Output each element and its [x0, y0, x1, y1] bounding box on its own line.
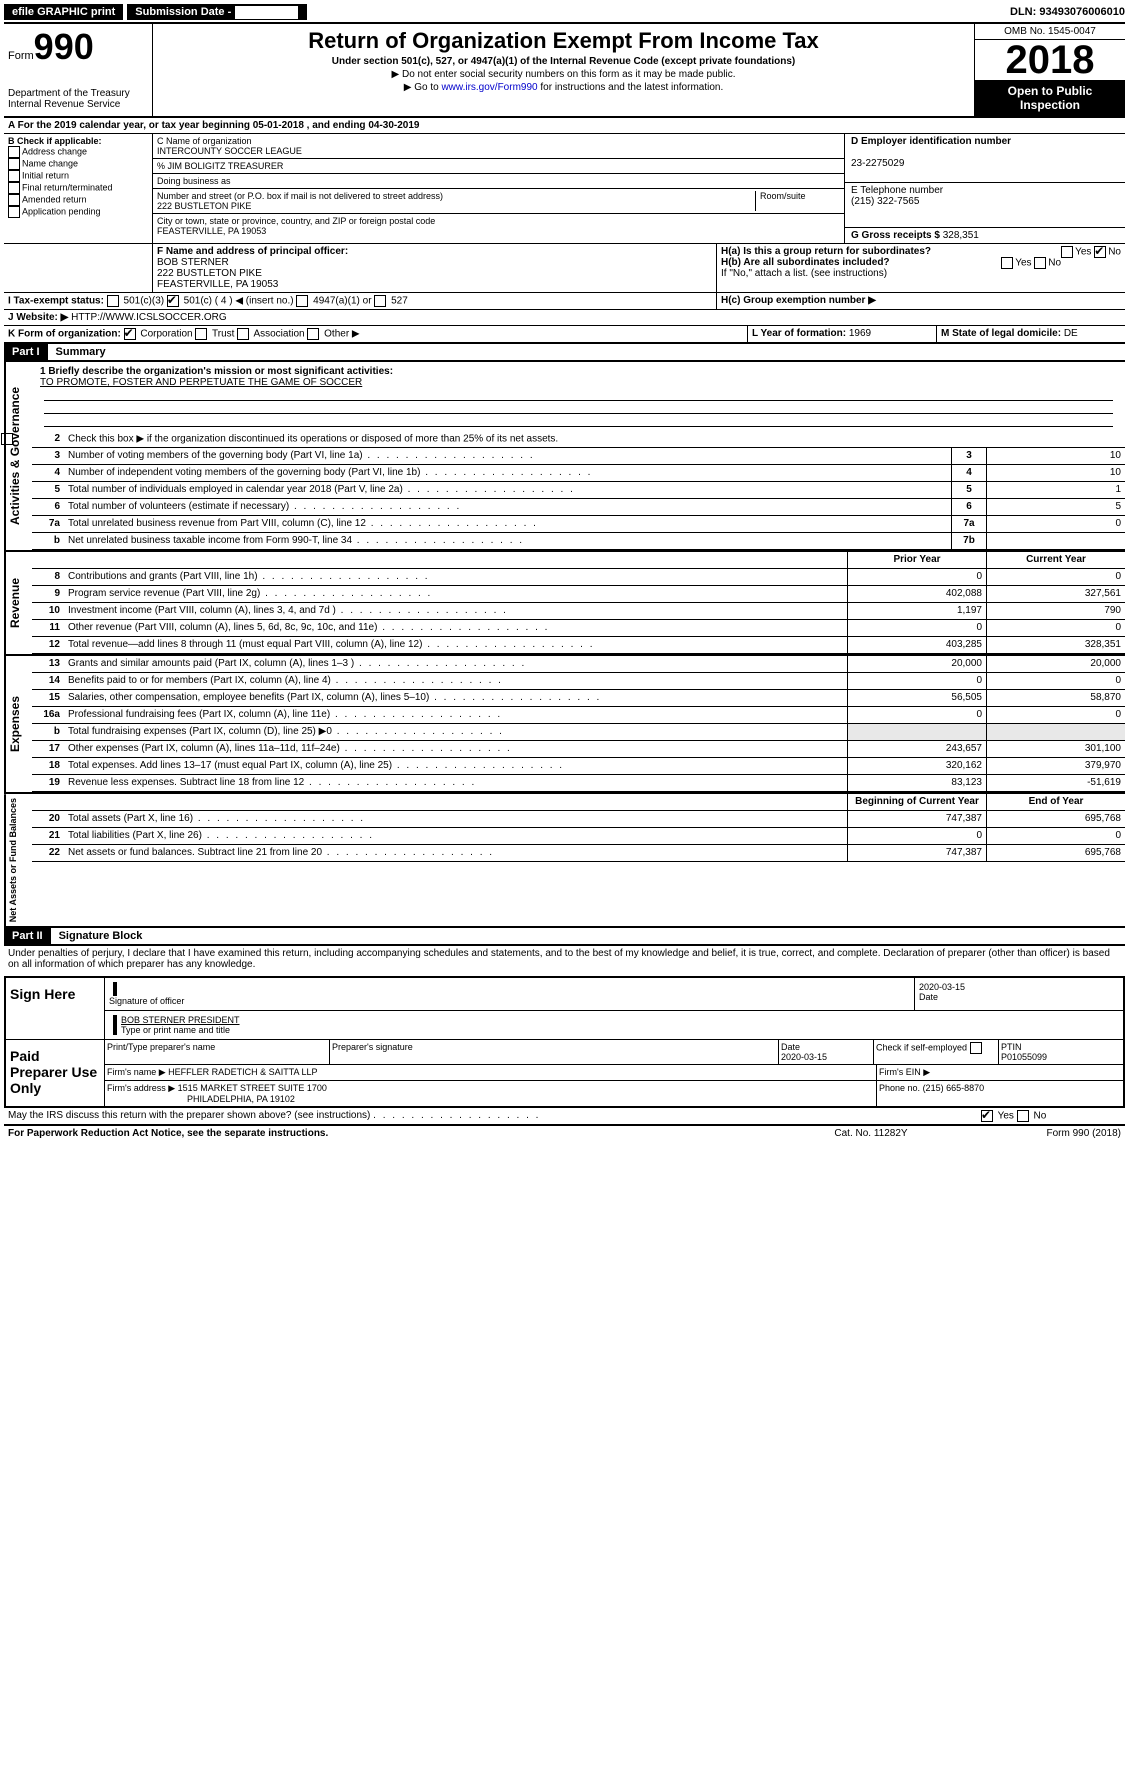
officer-print-name: BOB STERNER PRESIDENT [121, 1015, 240, 1025]
subtitle: Under section 501(c), 527, or 4947(a)(1)… [157, 56, 970, 67]
part-ii-header: Part II [4, 928, 51, 944]
box-b: B Check if applicable: Address change Na… [4, 134, 153, 243]
vert-expenses: Expenses [4, 656, 32, 792]
form-ref: Form 990 (2018) [971, 1128, 1121, 1139]
summary-line: 11 Other revenue (Part VIII, column (A),… [32, 620, 1125, 637]
cat-no: Cat. No. 11282Y [771, 1128, 971, 1139]
summary-line: 10 Investment income (Part VIII, column … [32, 603, 1125, 620]
dln: DLN: 93493076006010 [1010, 6, 1125, 18]
ptin: P01055099 [1001, 1052, 1047, 1062]
summary-line: 20 Total assets (Part X, line 16) 747,38… [32, 811, 1125, 828]
summary-line: b Total fundraising expenses (Part IX, c… [32, 724, 1125, 741]
vert-net-assets: Net Assets or Fund Balances [4, 794, 32, 926]
firm-name: HEFFLER RADETICH & SAITTA LLP [168, 1067, 317, 1077]
care-of: % JIM BOLIGITZ TREASURER [157, 161, 283, 171]
summary-line: 4 Number of independent voting members o… [32, 465, 1125, 482]
firm-phone: (215) 665-8870 [923, 1083, 985, 1093]
vert-revenue: Revenue [4, 552, 32, 654]
perjury-statement: Under penalties of perjury, I declare th… [4, 946, 1125, 972]
note-ssn: ▶ Do not enter social security numbers o… [157, 69, 970, 80]
ein: 23-2275029 [851, 158, 904, 169]
part-i-header: Part I [4, 344, 48, 360]
form-number: 990 [34, 26, 94, 67]
org-name: INTERCOUNTY SOCCER LEAGUE [157, 146, 302, 156]
sign-date: 2020-03-15 [919, 982, 965, 992]
note-goto: ▶ Go to www.irs.gov/Form990 for instruct… [157, 82, 970, 93]
summary-line: 17 Other expenses (Part IX, column (A), … [32, 741, 1125, 758]
summary-line: 7a Total unrelated business revenue from… [32, 516, 1125, 533]
firm-address: 1515 MARKET STREET SUITE 1700 [178, 1083, 327, 1093]
mission-statement: TO PROMOTE, FOSTER AND PERPETUATE THE GA… [40, 377, 362, 388]
irs-link[interactable]: www.irs.gov/Form990 [441, 82, 537, 93]
submission-date-label: Submission Date - 2020-03-16 [127, 4, 307, 20]
irs-label: Internal Revenue Service [8, 99, 148, 110]
summary-line: 14 Benefits paid to or for members (Part… [32, 673, 1125, 690]
website: HTTP://WWW.ICSLSOCCER.ORG [71, 312, 227, 323]
officer-name: BOB STERNER [157, 257, 229, 268]
summary-line: 19 Revenue less expenses. Subtract line … [32, 775, 1125, 792]
summary-line: 13 Grants and similar amounts paid (Part… [32, 656, 1125, 673]
vert-governance: Activities & Governance [4, 362, 32, 550]
submission-date: 2020-03-16 [234, 5, 299, 20]
street-address: 222 BUSTLETON PIKE [157, 201, 251, 211]
telephone: (215) 322-7565 [851, 196, 919, 207]
state-domicile: DE [1064, 328, 1078, 339]
summary-line: 3 Number of voting members of the govern… [32, 448, 1125, 465]
page-title: Return of Organization Exempt From Incom… [157, 28, 970, 54]
summary-line: 16a Professional fundraising fees (Part … [32, 707, 1125, 724]
dept-treasury: Department of the Treasury [8, 88, 148, 99]
top-bar: efile GRAPHIC print Submission Date - 20… [4, 4, 1125, 20]
summary-line: 5 Total number of individuals employed i… [32, 482, 1125, 499]
gross-receipts: 328,351 [943, 230, 979, 241]
tax-year: 2018 [975, 40, 1125, 80]
summary-line: 9 Program service revenue (Part VIII, li… [32, 586, 1125, 603]
efile-button[interactable]: efile GRAPHIC print [4, 4, 123, 20]
summary-line: 18 Total expenses. Add lines 13–17 (must… [32, 758, 1125, 775]
preparer-date: 2020-03-15 [781, 1052, 827, 1062]
summary-line: 21 Total liabilities (Part X, line 26) 0… [32, 828, 1125, 845]
open-public-badge: Open to Public Inspection [975, 80, 1125, 116]
city-state-zip: FEASTERVILLE, PA 19053 [157, 226, 266, 236]
row-a-tax-year: A For the 2019 calendar year, or tax yea… [4, 118, 1125, 134]
form-header: Form990 Department of the Treasury Inter… [4, 24, 1125, 118]
paperwork-notice: For Paperwork Reduction Act Notice, see … [8, 1128, 771, 1139]
summary-line: 6 Total number of volunteers (estimate i… [32, 499, 1125, 516]
year-formation: 1969 [849, 328, 871, 339]
summary-line: 12 Total revenue—add lines 8 through 11 … [32, 637, 1125, 654]
sign-here-label: Sign Here [6, 978, 105, 1039]
paid-preparer-label: Paid Preparer Use Only [6, 1040, 105, 1106]
summary-line: b Net unrelated business taxable income … [32, 533, 1125, 550]
summary-line: 15 Salaries, other compensation, employe… [32, 690, 1125, 707]
summary-line: 22 Net assets or fund balances. Subtract… [32, 845, 1125, 862]
summary-line: 8 Contributions and grants (Part VIII, l… [32, 569, 1125, 586]
